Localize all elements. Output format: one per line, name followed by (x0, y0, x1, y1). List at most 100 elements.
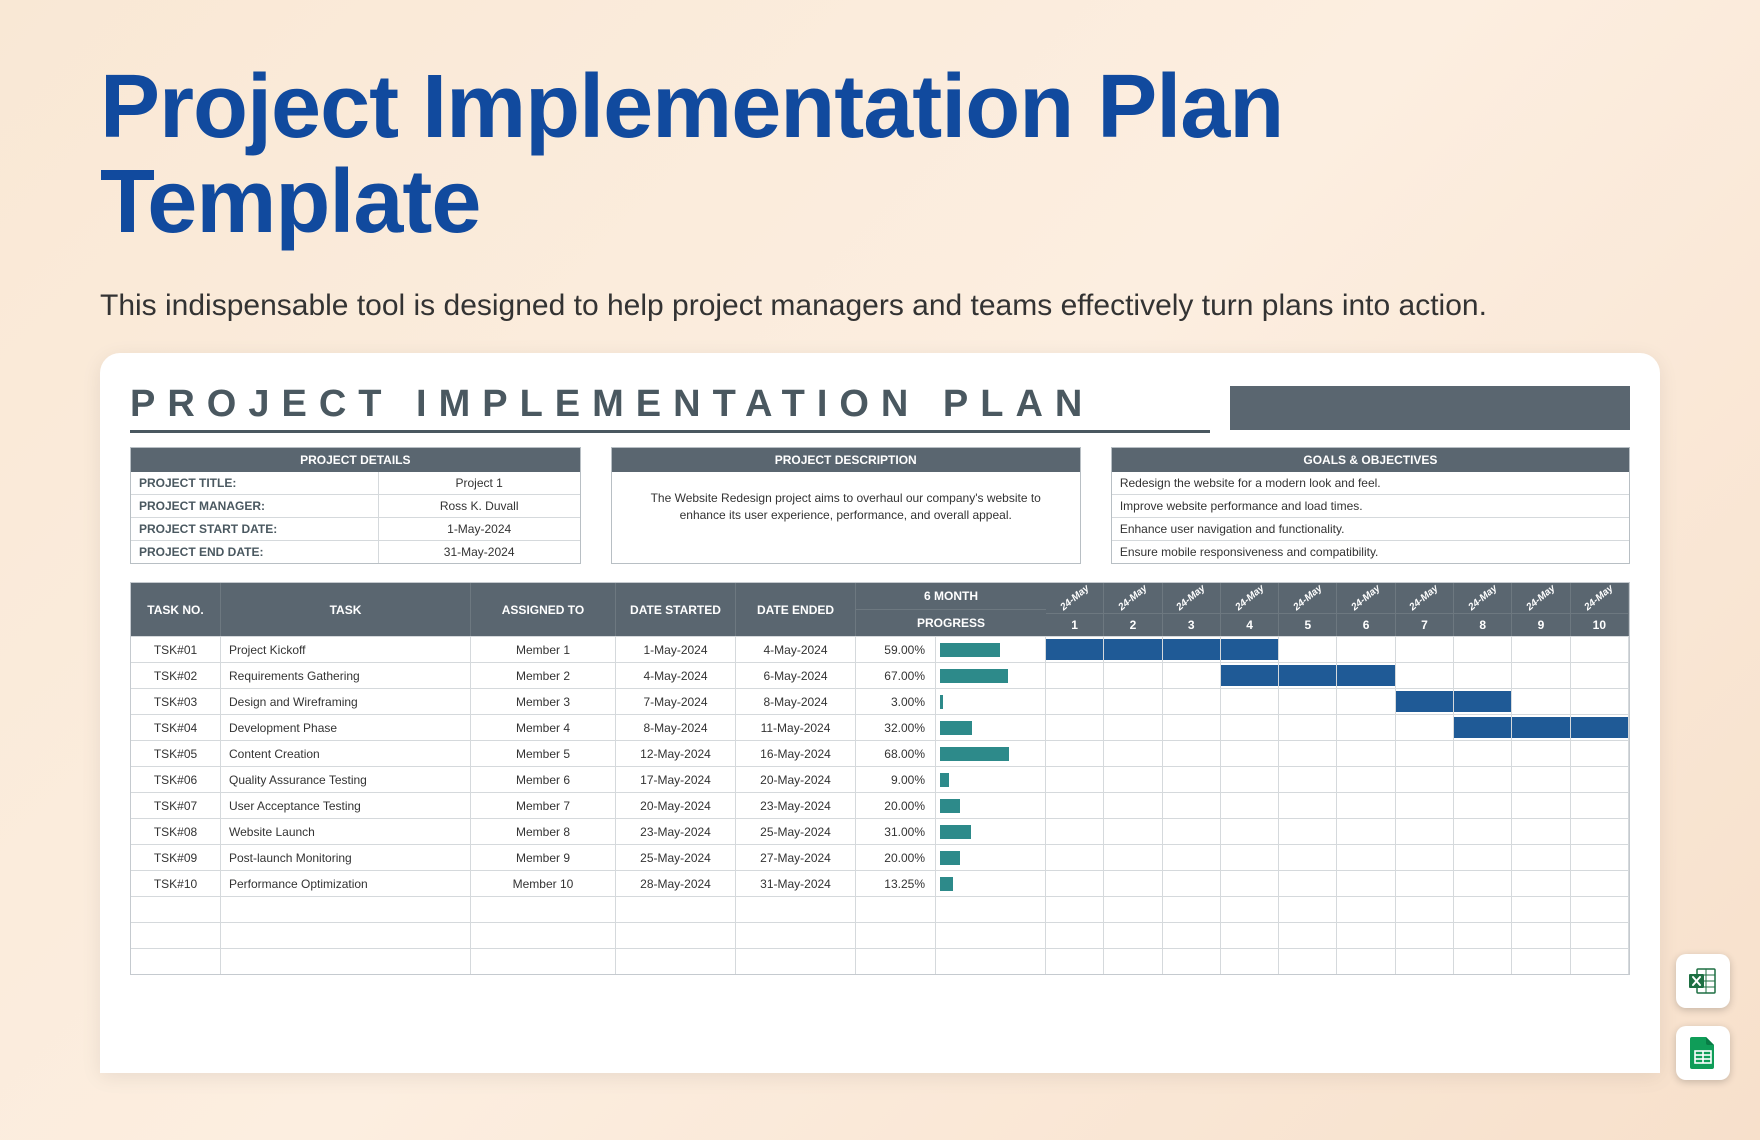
progress-bar-fill (940, 643, 1000, 657)
gantt-cell (1512, 793, 1570, 818)
gantt-cell (1104, 845, 1162, 870)
cell-task: Development Phase (221, 715, 471, 740)
cell-end (736, 949, 856, 974)
table-row (131, 896, 1629, 922)
gantt-cell (1279, 689, 1337, 714)
table-row: TSK#05Content CreationMember 512-May-202… (131, 740, 1629, 766)
cell-end: 16-May-2024 (736, 741, 856, 766)
gantt-cell (1046, 663, 1104, 688)
gantt-cell (1337, 845, 1395, 870)
cell-start: 4-May-2024 (616, 663, 736, 688)
gantt-cell (1279, 793, 1337, 818)
gantt-cell (1337, 871, 1395, 896)
gantt-cell (1571, 845, 1629, 870)
details-value: Ross K. Duvall (378, 495, 580, 517)
cell-pct (856, 949, 936, 974)
cell-progress-bar (936, 689, 1046, 714)
cell-taskno: TSK#02 (131, 663, 221, 688)
gantt-bar (1512, 717, 1569, 738)
gantt-days (1046, 793, 1629, 818)
cell-start (616, 949, 736, 974)
gantt-cell (1454, 845, 1512, 870)
cell-progress-bar (936, 949, 1046, 974)
cell-pct (856, 923, 936, 948)
gantt-cell (1337, 767, 1395, 792)
cell-start: 20-May-2024 (616, 793, 736, 818)
gantt-days (1046, 819, 1629, 844)
cell-progress-bar (936, 637, 1046, 662)
gantt-cell (1512, 663, 1570, 688)
gantt-cell (1396, 715, 1454, 740)
gantt-cell (1163, 949, 1221, 974)
table-row: TSK#06Quality Assurance TestingMember 61… (131, 766, 1629, 792)
gantt-cell (1163, 741, 1221, 766)
cell-assigned: Member 7 (471, 793, 616, 818)
gantt-cell (1104, 793, 1162, 818)
sheets-icon[interactable] (1676, 1026, 1730, 1080)
gantt-cell (1454, 949, 1512, 974)
project-details-row: PROJECT MANAGER:Ross K. Duvall (131, 494, 580, 517)
date-header-cell: 24-May (1571, 583, 1629, 613)
cell-assigned: Member 10 (471, 871, 616, 896)
col-taskno: TASK NO. (131, 583, 221, 636)
gantt-bar (1163, 639, 1220, 660)
cell-task: Quality Assurance Testing (221, 767, 471, 792)
gantt-cell (1163, 871, 1221, 896)
progress-bar-fill (940, 799, 960, 813)
gantt-cell (1221, 637, 1279, 662)
goal-item: Ensure mobile responsiveness and compati… (1112, 540, 1629, 563)
gantt-cell (1454, 923, 1512, 948)
cell-taskno (131, 897, 221, 922)
progress-bar-fill (940, 721, 972, 735)
gantt-cell (1221, 845, 1279, 870)
cell-end: 8-May-2024 (736, 689, 856, 714)
gantt-cell (1221, 871, 1279, 896)
gantt-cell (1046, 715, 1104, 740)
cell-task: Post-launch Monitoring (221, 845, 471, 870)
cell-start (616, 923, 736, 948)
gantt-cell (1396, 767, 1454, 792)
gantt-cell (1337, 715, 1395, 740)
date-header-cell: 24-May (1337, 583, 1395, 613)
cell-taskno: TSK#04 (131, 715, 221, 740)
gantt-cell (1046, 949, 1104, 974)
cell-end: 4-May-2024 (736, 637, 856, 662)
day-number-cell: 10 (1571, 614, 1629, 636)
cell-pct: 32.00% (856, 715, 936, 740)
gantt-cell (1046, 689, 1104, 714)
gantt-cell (1396, 819, 1454, 844)
table-row (131, 922, 1629, 948)
excel-icon[interactable] (1676, 954, 1730, 1008)
cell-progress-bar (936, 845, 1046, 870)
cell-start: 1-May-2024 (616, 637, 736, 662)
progress-bar-fill (940, 851, 960, 865)
gantt-cell (1512, 819, 1570, 844)
col-month-label: 6 MONTH (856, 583, 1046, 610)
cell-progress-bar (936, 741, 1046, 766)
cell-start: 23-May-2024 (616, 819, 736, 844)
cell-pct: 20.00% (856, 845, 936, 870)
gantt-cell (1512, 637, 1570, 662)
gantt-cell (1221, 741, 1279, 766)
gantt-cell (1571, 793, 1629, 818)
project-details-row: PROJECT TITLE:Project 1 (131, 472, 580, 494)
gantt-cell (1221, 663, 1279, 688)
cell-assigned (471, 923, 616, 948)
progress-bar-fill (940, 877, 953, 891)
day-number-cell: 8 (1454, 614, 1512, 636)
date-header-cell: 24-May (1046, 583, 1104, 613)
date-header-cell: 24-May (1163, 583, 1221, 613)
gantt-cell (1396, 637, 1454, 662)
gantt-cell (1512, 715, 1570, 740)
cell-pct: 3.00% (856, 689, 936, 714)
progress-bar-fill (940, 695, 943, 709)
gantt-cell (1104, 819, 1162, 844)
gantt-cell (1163, 637, 1221, 662)
cell-pct: 20.00% (856, 793, 936, 818)
gantt-days (1046, 949, 1629, 974)
gantt-cell (1163, 819, 1221, 844)
project-description-box: PROJECT DESCRIPTION The Website Redesign… (611, 447, 1081, 564)
table-row (131, 948, 1629, 974)
cell-end: 11-May-2024 (736, 715, 856, 740)
cell-assigned: Member 3 (471, 689, 616, 714)
